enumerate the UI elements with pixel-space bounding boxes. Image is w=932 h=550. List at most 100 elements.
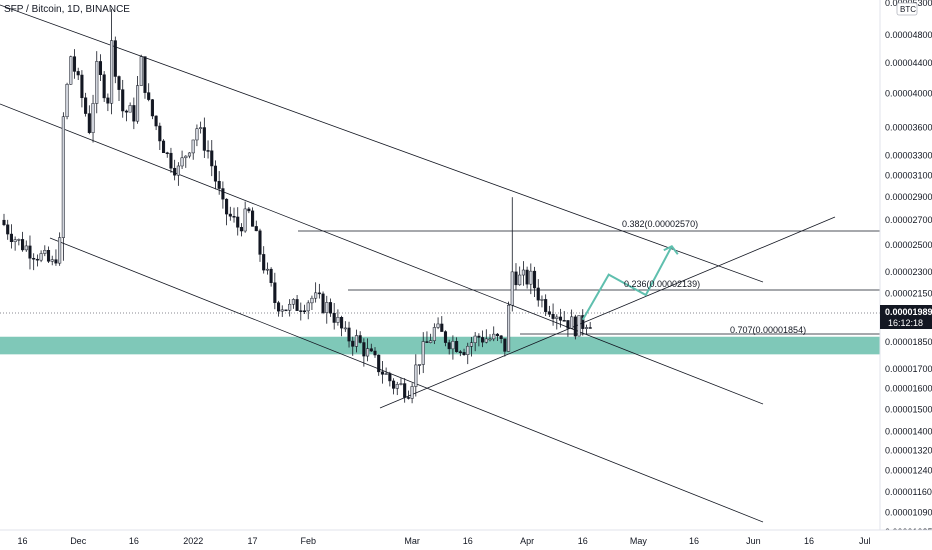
candle-body	[76, 71, 80, 76]
candle-body	[98, 61, 103, 75]
price-tick-label: 0.00003600	[885, 123, 932, 133]
candle-body	[455, 341, 459, 352]
candle-body	[366, 348, 370, 357]
time-tick-label: 16	[578, 536, 588, 546]
candle-body	[295, 299, 299, 311]
candle-body	[436, 323, 440, 328]
candle-body	[225, 198, 229, 215]
candle-body	[113, 40, 117, 77]
candle-body	[91, 103, 95, 133]
candle-body	[358, 335, 362, 343]
candle-body	[232, 216, 236, 218]
projection-path	[581, 245, 673, 321]
fib-label-0707: 0.707(0.00001854)	[730, 325, 806, 335]
candle-body	[136, 85, 140, 122]
price-tick-label: 0.00001850	[885, 337, 932, 347]
time-tick-label: Dec	[70, 536, 87, 546]
candle-body	[269, 268, 273, 283]
time-tick-label: 16	[129, 536, 139, 546]
price-tick-label: 0.00001500	[885, 404, 932, 414]
candle-body	[354, 335, 358, 347]
candle-body	[13, 239, 17, 243]
fib-label-0382: 0.382(0.00002570)	[622, 219, 698, 229]
time-tick-label: 16	[804, 536, 814, 546]
candle-body	[544, 299, 548, 312]
candle-body	[547, 311, 551, 315]
candle-body	[532, 270, 537, 289]
candle-body	[536, 287, 540, 301]
currency-badge: BTC	[900, 5, 916, 14]
time-tick-label: 2022	[183, 536, 203, 546]
candle-body	[351, 340, 355, 347]
price-tick-label: 0.00002500	[885, 240, 932, 250]
ascending-trendline	[379, 216, 836, 409]
candle-body	[540, 299, 544, 301]
candle-body	[24, 245, 28, 251]
projection-layer	[581, 244, 679, 321]
candle-body	[228, 213, 232, 217]
candle-body	[165, 152, 169, 154]
candle-body	[213, 165, 218, 182]
price-tick-label: 0.00001320	[885, 446, 932, 456]
price-tick-label: 0.00002150	[885, 289, 932, 299]
time-axis[interactable]: 16 Dec 16 2022 17 Feb Mar 16 Apr 16 May 16 Jun 16 Jul	[0, 529, 932, 550]
candle-body	[61, 116, 65, 238]
candle-body	[343, 327, 347, 330]
candle-body	[488, 338, 492, 341]
candle-body	[507, 304, 511, 352]
candle-body	[106, 97, 110, 104]
candle-body	[518, 274, 522, 286]
candle-body	[321, 293, 325, 313]
candle-body	[570, 316, 574, 329]
candle-body	[187, 152, 192, 157]
price-tick-label: 0.00003100	[885, 171, 932, 181]
candle-body	[210, 150, 214, 167]
candle-body	[43, 250, 47, 254]
candle-body	[54, 259, 58, 264]
candle-body	[158, 125, 162, 142]
candle-body	[577, 315, 581, 337]
candle-body	[317, 292, 321, 295]
candle-body	[562, 320, 566, 322]
time-tick-label: 16	[463, 536, 473, 546]
candle-body	[588, 327, 592, 329]
time-tick-label: Apr	[520, 536, 534, 546]
candle-body	[32, 257, 36, 260]
candle-body	[124, 110, 128, 113]
candle-body	[202, 127, 206, 151]
candle-body	[154, 115, 158, 127]
candle-body	[373, 350, 377, 356]
candle-body	[306, 302, 310, 312]
candle-body	[492, 333, 496, 340]
price-axis[interactable]: 0.000053000.000048000.000044000.00004000…	[879, 0, 932, 537]
candle-body	[102, 74, 106, 99]
candle-body	[173, 167, 177, 176]
candle-body	[451, 341, 455, 350]
candle-body	[499, 335, 503, 340]
candle-body	[195, 128, 199, 141]
trendline-layer	[0, 4, 880, 523]
channel-top-line	[0, 4, 764, 283]
price-tick-label: 0.00001240	[885, 466, 932, 476]
candle-body	[384, 373, 388, 375]
candle-body	[50, 259, 54, 262]
candle-body	[440, 323, 444, 332]
candle-body	[6, 224, 10, 235]
candle-body	[280, 309, 284, 312]
candle-body	[69, 56, 73, 85]
candle-body	[46, 250, 51, 262]
candle-body	[265, 268, 269, 271]
candle-body	[117, 76, 121, 90]
current-price-label: 0.00001989	[885, 307, 932, 317]
price-tick-label: 0.00002300	[885, 267, 932, 277]
channel-mid-line	[0, 103, 764, 405]
candle-body	[273, 282, 277, 303]
candle-body	[221, 188, 225, 200]
candle-body	[184, 155, 188, 159]
candle-body	[584, 327, 589, 329]
candle-body	[555, 316, 559, 319]
candle-body	[150, 99, 154, 117]
candle-body	[473, 335, 477, 343]
candle-body	[276, 302, 281, 312]
